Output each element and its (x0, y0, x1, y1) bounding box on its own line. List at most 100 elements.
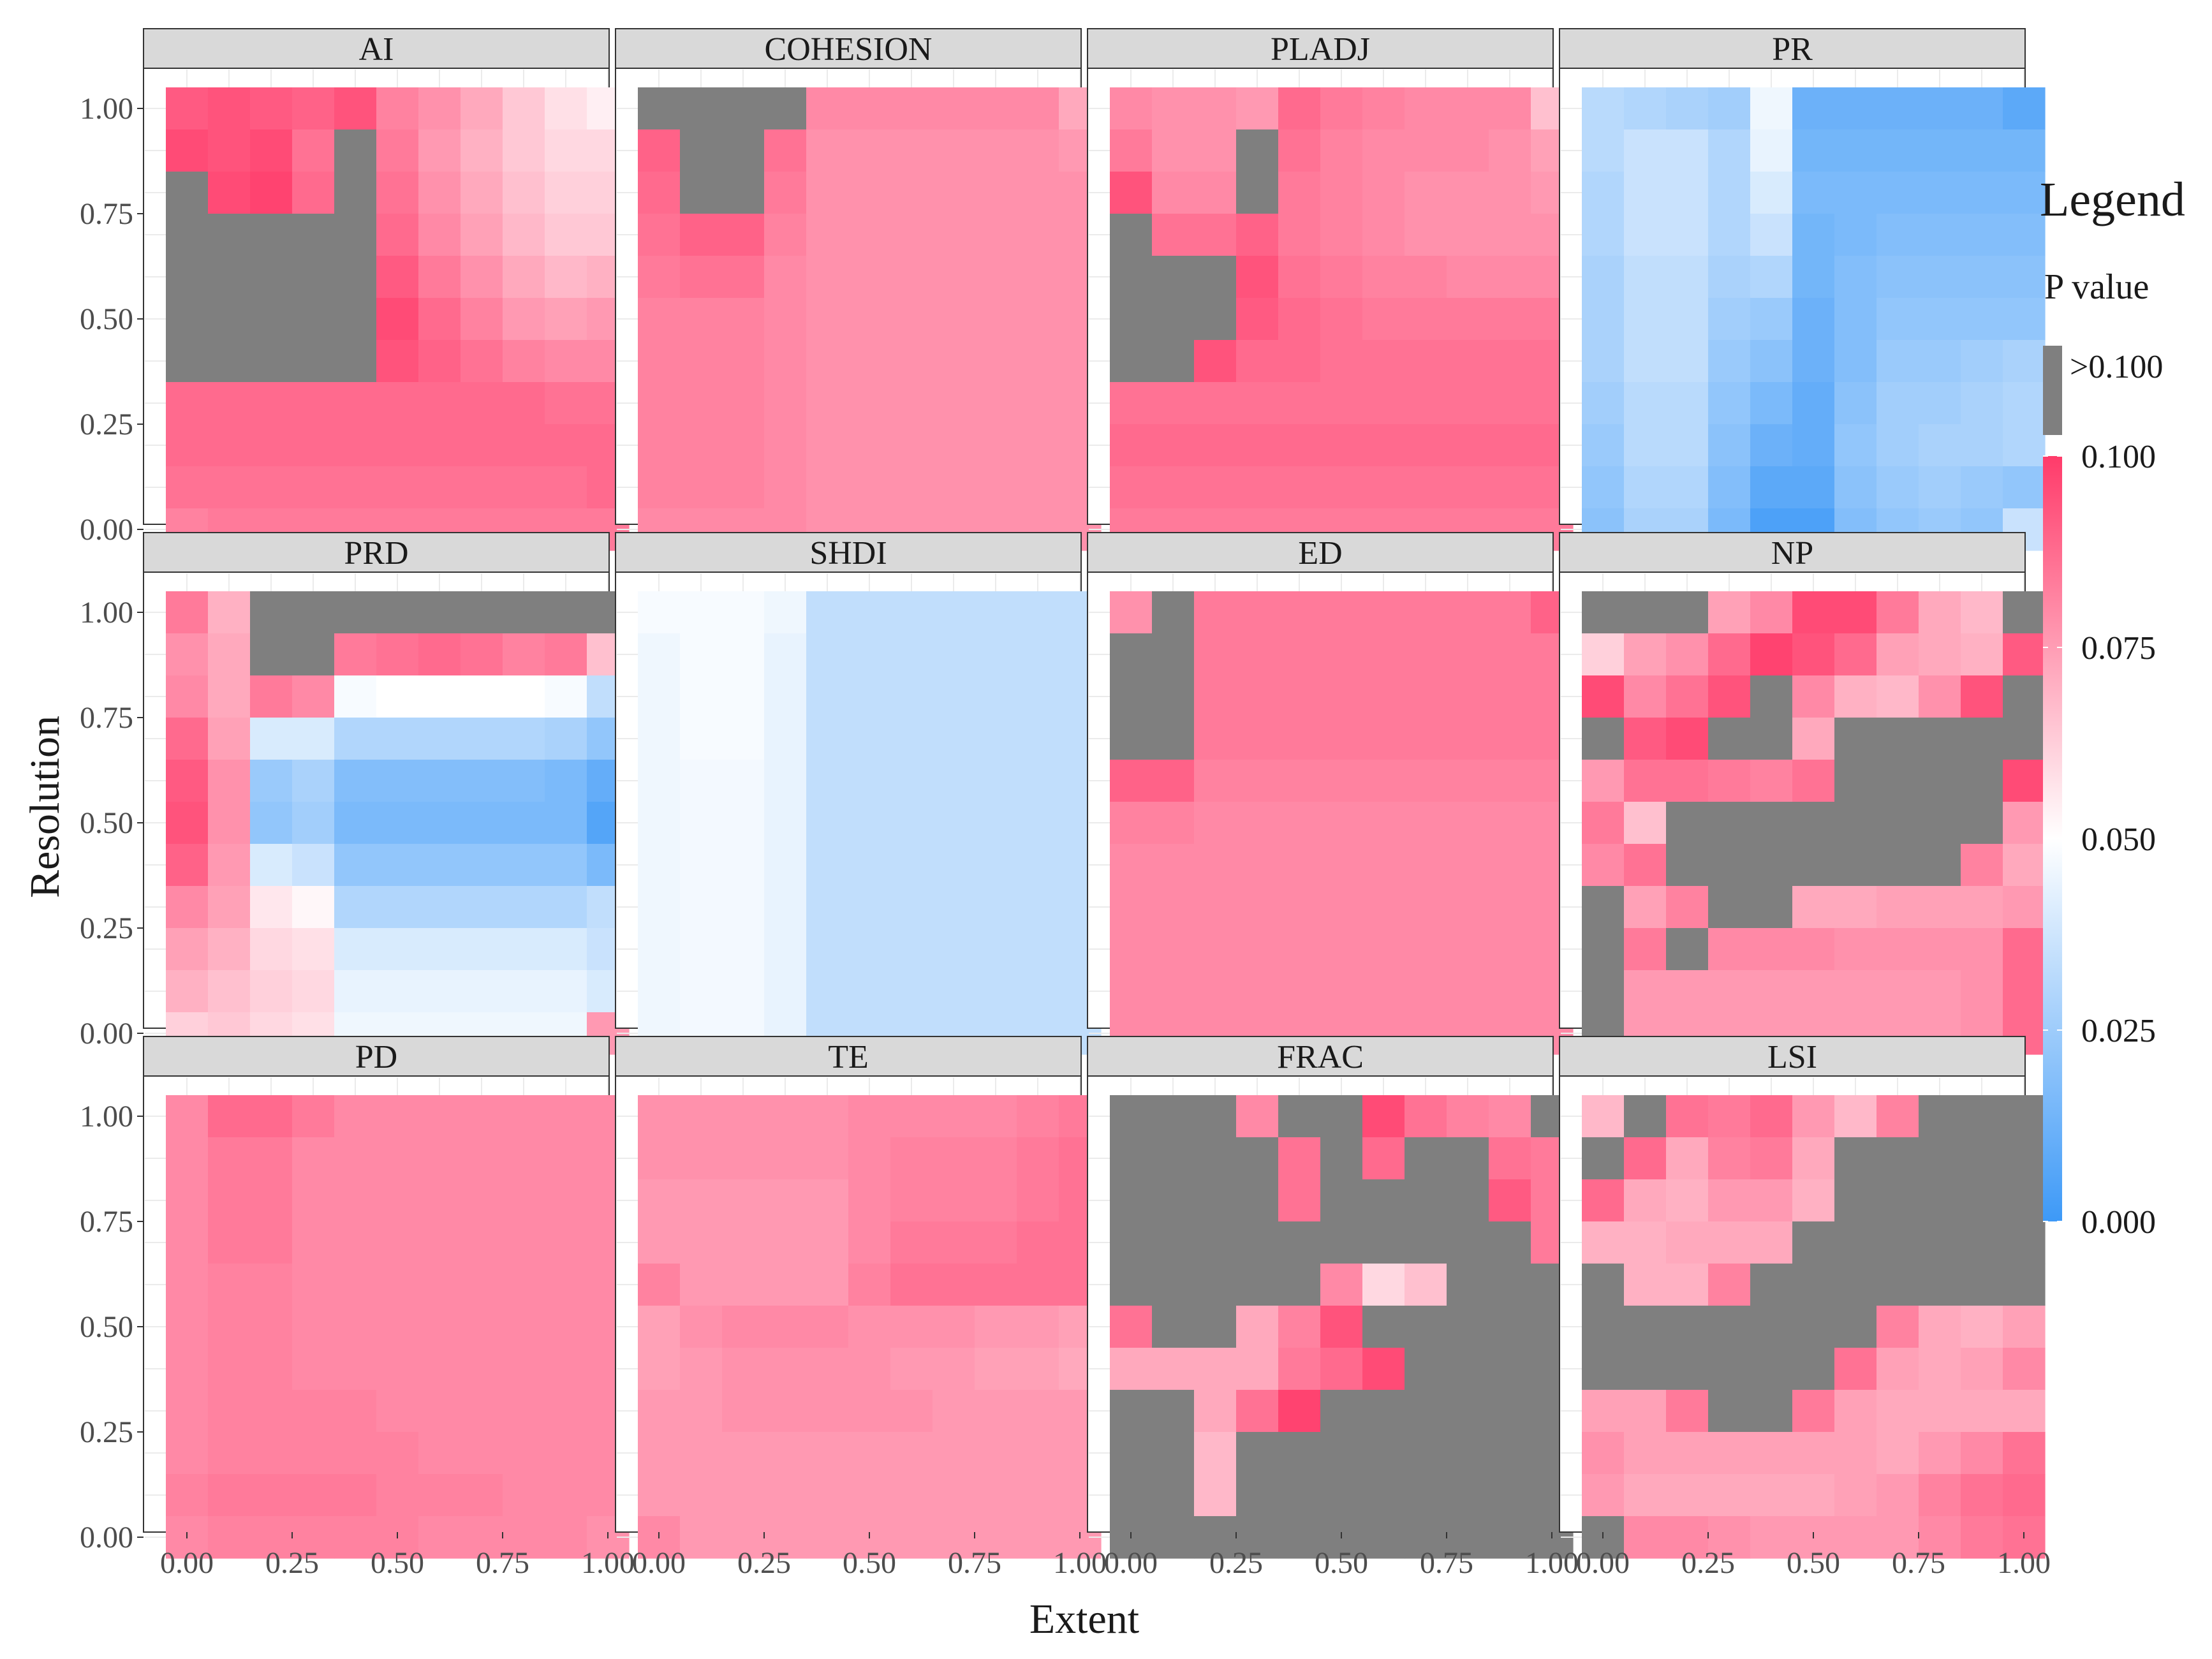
heat-cell (1834, 675, 1877, 718)
heat-cell (848, 1137, 891, 1180)
heat-cell (1834, 844, 1877, 887)
heat-cell (1666, 1264, 1709, 1306)
heat-cell (1792, 970, 1835, 1013)
heat-cell (1447, 298, 1489, 341)
heat-cell (1152, 760, 1195, 802)
heat-cell (1877, 382, 1919, 425)
heat-cell (1792, 256, 1835, 299)
heat-cell (764, 214, 807, 256)
heat-cell (1877, 1516, 1919, 1559)
heat-cell (1320, 591, 1363, 634)
heat-cell (722, 1390, 765, 1433)
x-tick-label: 0.75 (476, 1546, 529, 1580)
heat-cell (1750, 298, 1793, 341)
heat-cell (2003, 129, 2046, 172)
heat-cell (1582, 1221, 1625, 1264)
heat-cell (1278, 87, 1321, 130)
heat-cell (1447, 844, 1489, 887)
heat-cell (1877, 1306, 1919, 1348)
heat-cell (418, 1516, 461, 1559)
heat-cell (1708, 675, 1751, 718)
heat-cell (1834, 1348, 1877, 1390)
heat-cell (334, 129, 377, 172)
heat-cell (334, 1390, 377, 1433)
heat-cell (292, 340, 335, 383)
heat-cell (848, 382, 891, 425)
heat-cell (334, 1264, 377, 1306)
heat-cell (890, 1474, 933, 1517)
heat-cell (1236, 298, 1279, 341)
heat-cell (806, 1432, 849, 1475)
heat-cell (933, 886, 975, 929)
heat-cell (166, 172, 209, 214)
heat-cell (461, 970, 503, 1013)
heat-cell (1447, 424, 1489, 467)
heat-cell (1320, 1179, 1363, 1222)
heat-cell (1110, 424, 1153, 467)
heat-cell (461, 1390, 503, 1433)
heat-cell (545, 172, 587, 214)
heat-cell (292, 1306, 335, 1348)
heat-cell (418, 970, 461, 1013)
heat-cell (975, 1516, 1017, 1559)
heat-cell (1489, 760, 1531, 802)
heat-cell (292, 1137, 335, 1180)
heat-cell (680, 1264, 723, 1306)
heat-cell (376, 129, 419, 172)
heat-cell (334, 591, 377, 634)
heat-cell (461, 718, 503, 760)
heat-cell (334, 718, 377, 760)
heat-cell (1961, 1306, 2003, 1348)
panel-title: FRAC (1277, 1039, 1364, 1075)
heat-cell (806, 802, 849, 844)
heat-cell (208, 591, 251, 634)
heat-cell (1582, 298, 1625, 341)
heat-cell (545, 1390, 587, 1433)
heat-cell (503, 1432, 545, 1475)
heat-cell (208, 129, 251, 172)
heat-cell (376, 718, 419, 760)
heat-cell (208, 886, 251, 929)
heat-cell (503, 802, 545, 844)
heat-cell (848, 256, 891, 299)
heat-cell (806, 172, 849, 214)
heat-cell (1750, 928, 1793, 971)
heat-cell (680, 172, 723, 214)
heat-cell (1624, 675, 1667, 718)
heat-cell (1110, 1306, 1153, 1348)
heat-cell (1236, 591, 1279, 634)
heat-cell (208, 1264, 251, 1306)
panel-title: AI (359, 31, 394, 68)
legend-tick-label: 0.100 (2081, 439, 2156, 475)
heat-cell (1320, 675, 1363, 718)
heat-cell (1877, 633, 1919, 676)
heat-cell (1194, 760, 1237, 802)
heat-cell (680, 214, 723, 256)
heat-cell (1362, 1137, 1405, 1180)
heat-cell (806, 970, 849, 1013)
heat-cell (638, 424, 681, 467)
heat-cell (545, 256, 587, 299)
heat-cell (545, 129, 587, 172)
legend: Legend P value >0.100 0.100 0.075 0.050 0.025 0… (2040, 173, 2185, 1241)
heat-cell (1405, 424, 1447, 467)
y-tick-label: 1.00 (80, 1100, 133, 1133)
heat-cell (1110, 633, 1153, 676)
heat-cell (1666, 970, 1709, 1013)
heat-cell (250, 172, 293, 214)
heat-cell (545, 886, 587, 929)
heat-cell (848, 928, 891, 971)
heat-cell (1236, 214, 1279, 256)
heat-cell (1489, 1137, 1531, 1180)
heat-cell (503, 591, 545, 634)
heat-cell (250, 1432, 293, 1475)
heat-cell (890, 844, 933, 887)
heat-cell (334, 298, 377, 341)
heat-cell (208, 970, 251, 1013)
heat-cell (1792, 886, 1835, 929)
heat-cell (1405, 340, 1447, 383)
heat-cell (1278, 760, 1321, 802)
heat-cell (1624, 466, 1667, 509)
heat-cell (1194, 1306, 1237, 1348)
